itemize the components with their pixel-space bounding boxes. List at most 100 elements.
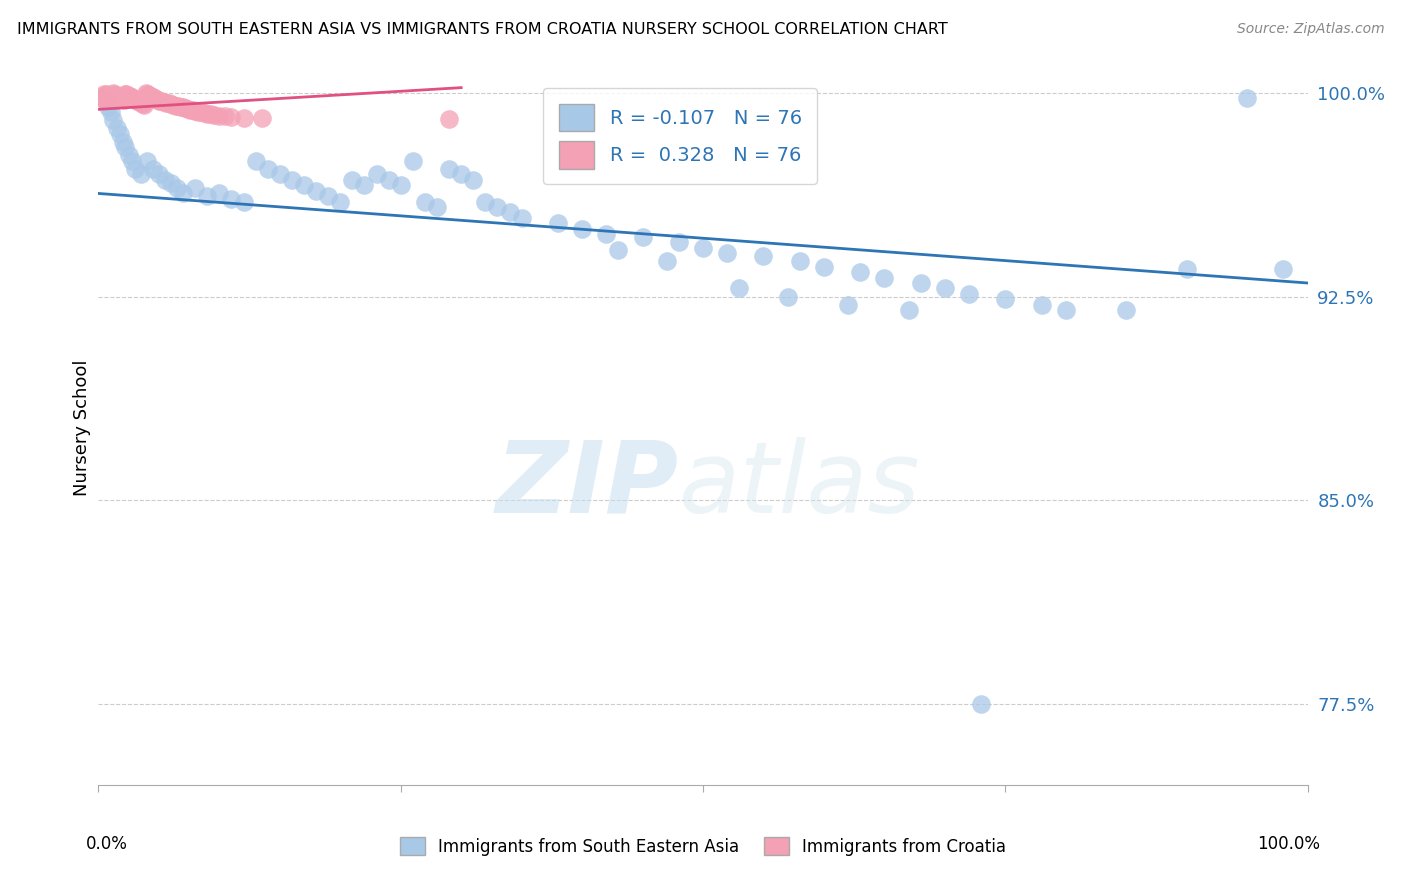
Point bbox=[486, 200, 509, 214]
Point bbox=[135, 87, 157, 101]
Point bbox=[134, 97, 156, 112]
Point bbox=[269, 168, 291, 182]
Point bbox=[94, 87, 117, 102]
Point bbox=[125, 93, 148, 107]
Point bbox=[934, 281, 956, 295]
Point bbox=[174, 101, 197, 115]
Point bbox=[221, 192, 243, 206]
Point bbox=[631, 230, 654, 244]
Point bbox=[118, 88, 141, 103]
Point bbox=[184, 103, 207, 118]
Point bbox=[120, 90, 142, 104]
Point bbox=[426, 200, 449, 214]
Point bbox=[607, 244, 630, 258]
Point bbox=[897, 303, 920, 318]
Point bbox=[101, 113, 124, 128]
Point bbox=[90, 90, 112, 104]
Point bbox=[142, 90, 165, 104]
Point bbox=[160, 176, 183, 190]
Point bbox=[155, 95, 177, 110]
Point bbox=[152, 95, 174, 109]
Point bbox=[129, 95, 152, 110]
Point bbox=[91, 92, 114, 106]
Point bbox=[91, 91, 114, 105]
Point bbox=[184, 181, 207, 195]
Point bbox=[208, 109, 231, 123]
Point bbox=[166, 181, 188, 195]
Point bbox=[148, 168, 170, 182]
Point bbox=[100, 105, 122, 120]
Point bbox=[93, 87, 115, 101]
Point bbox=[167, 99, 190, 113]
Point bbox=[172, 100, 194, 114]
Point bbox=[655, 254, 678, 268]
Point bbox=[1175, 262, 1198, 277]
Point bbox=[776, 289, 799, 303]
Point bbox=[177, 102, 200, 116]
Point bbox=[195, 189, 218, 203]
Point bbox=[692, 241, 714, 255]
Point bbox=[121, 91, 143, 105]
Point bbox=[232, 111, 254, 125]
Point bbox=[100, 90, 122, 104]
Point bbox=[204, 108, 226, 122]
Point bbox=[994, 293, 1017, 307]
Point bbox=[402, 153, 425, 168]
Point bbox=[498, 205, 520, 219]
Point bbox=[366, 168, 388, 182]
Point bbox=[143, 91, 166, 105]
Point bbox=[463, 173, 485, 187]
Point bbox=[232, 194, 254, 209]
Point bbox=[146, 93, 169, 107]
Point bbox=[141, 89, 163, 103]
Point bbox=[165, 98, 187, 112]
Text: Source: ZipAtlas.com: Source: ZipAtlas.com bbox=[1237, 22, 1385, 37]
Point bbox=[157, 96, 180, 111]
Point bbox=[93, 91, 115, 105]
Point bbox=[108, 127, 131, 141]
Text: 100.0%: 100.0% bbox=[1257, 835, 1320, 853]
Point bbox=[97, 100, 120, 114]
Point bbox=[172, 186, 194, 201]
Point bbox=[111, 135, 134, 149]
Point bbox=[910, 276, 932, 290]
Point bbox=[179, 103, 201, 117]
Point bbox=[1272, 262, 1295, 277]
Point bbox=[194, 106, 217, 120]
Point bbox=[547, 216, 569, 230]
Point bbox=[111, 92, 134, 106]
Point bbox=[957, 286, 980, 301]
Point bbox=[138, 88, 160, 103]
Point bbox=[474, 194, 496, 209]
Point bbox=[100, 91, 122, 105]
Point bbox=[256, 162, 278, 177]
Point bbox=[105, 121, 128, 136]
Point bbox=[112, 93, 135, 107]
Point bbox=[181, 103, 204, 117]
Point bbox=[716, 246, 738, 260]
Point bbox=[105, 88, 128, 103]
Point bbox=[789, 254, 811, 268]
Point bbox=[377, 173, 399, 187]
Point bbox=[145, 92, 167, 106]
Point bbox=[728, 281, 751, 295]
Legend: Immigrants from South Eastern Asia, Immigrants from Croatia: Immigrants from South Eastern Asia, Immi… bbox=[392, 830, 1014, 863]
Point bbox=[208, 186, 231, 201]
Point bbox=[162, 97, 184, 112]
Point bbox=[139, 89, 162, 103]
Point bbox=[118, 148, 141, 162]
Text: atlas: atlas bbox=[679, 437, 921, 533]
Point bbox=[136, 87, 159, 102]
Point bbox=[128, 95, 150, 109]
Point bbox=[437, 162, 460, 177]
Point bbox=[437, 112, 460, 127]
Y-axis label: Nursery School: Nursery School bbox=[73, 359, 91, 497]
Point bbox=[117, 87, 139, 102]
Point bbox=[108, 91, 131, 105]
Point bbox=[121, 153, 143, 168]
Text: ZIP: ZIP bbox=[496, 437, 679, 533]
Point bbox=[849, 265, 872, 279]
Point bbox=[389, 178, 412, 193]
Point bbox=[127, 94, 149, 108]
Point bbox=[873, 270, 896, 285]
